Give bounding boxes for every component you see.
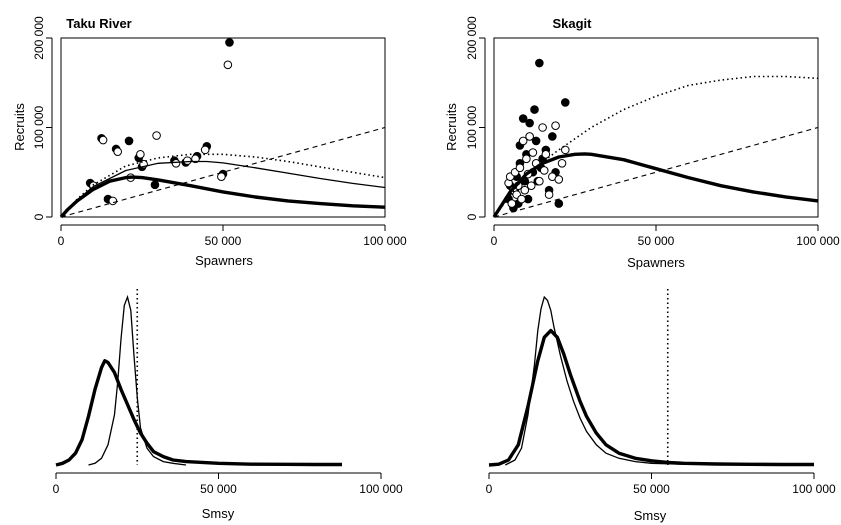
x-tick-label: 0: [491, 234, 498, 248]
dashed-line-curve: [493, 126, 819, 218]
open-data-point: [517, 194, 526, 204]
open-data-point: [538, 123, 547, 132]
y-tick-label: 0: [32, 213, 46, 220]
filled-data-point: [124, 136, 134, 146]
open-data-point: [539, 166, 549, 175]
ylabel-taku: Recruits: [12, 103, 27, 151]
filled-data-point: [150, 180, 160, 190]
x-tick-label: 50 000: [205, 234, 242, 248]
thick-line-curve: [59, 175, 386, 219]
open-data-point: [535, 176, 544, 186]
plot-frame: [493, 37, 819, 218]
open-data-point: [98, 135, 108, 145]
open-data-point: [518, 136, 528, 146]
open-data-point: [507, 199, 517, 208]
xlabel-skagit-density: Smsy: [634, 508, 667, 523]
x-tick-label: 0: [486, 482, 493, 496]
title-skagit: Skagit: [552, 16, 592, 31]
open-data-point: [551, 121, 560, 131]
plot-area-taku-density: 0 50 000 100 000: [53, 289, 403, 496]
filled-data-point: [535, 58, 544, 68]
open-data-point: [541, 150, 551, 159]
filled-data-point: [525, 118, 534, 128]
thin-line-curve: [88, 294, 187, 466]
filled-data-point: [531, 136, 541, 146]
open-data-point: [522, 154, 531, 164]
xlabel-skagit: Spawners: [627, 255, 685, 270]
thin-line-curve: [60, 160, 386, 218]
y-tick-label: 100 000: [32, 105, 46, 149]
x-tick-label: 50 000: [200, 482, 237, 496]
dotted-line-curve: [60, 153, 386, 218]
dashed-line-curve: [60, 126, 386, 218]
plot-frame: [60, 37, 386, 218]
y-tick-label: 200 000: [32, 16, 46, 60]
title-taku: Taku River: [66, 16, 132, 31]
panel-skagit-density: Smsy 0 50 000 100 000: [486, 289, 836, 523]
x-tick-label: 100 000: [363, 234, 407, 248]
open-data-point: [515, 163, 525, 173]
open-data-point: [223, 60, 233, 70]
x-tick-label: 50 000: [638, 234, 675, 248]
open-data-point: [183, 156, 192, 165]
x-tick-label: 0: [53, 482, 60, 496]
plot-area-skagit-scatter: 0 50 000 100 000 0 100 000 200 000: [465, 16, 840, 248]
filled-data-point: [548, 132, 557, 141]
xlabel-taku: Spawners: [195, 253, 253, 268]
open-data-point: [525, 132, 534, 141]
y-tick-label: 200 000: [465, 16, 479, 60]
x-tick-label: 0: [58, 234, 65, 248]
panel-skagit-scatter: Skagit Spawners Recruits 0 50 000 100 0000…: [444, 16, 840, 270]
panel-taku-scatter: Taku River Spawners Recruits 0 50 000 100 …: [12, 16, 407, 268]
filled-data-point: [518, 114, 528, 123]
panel-taku-density: Smsy 0 50 000 100 000: [53, 289, 403, 521]
filled-data-point: [560, 98, 570, 107]
x-tick-label: 50 000: [633, 482, 670, 496]
thin-line-curve: [505, 295, 815, 466]
plot-area-taku-scatter: 0 50 000 100 000 0 100 000 200 000: [32, 16, 407, 248]
filled-data-point: [530, 105, 539, 114]
open-data-point: [171, 159, 181, 168]
thick-line-curve: [488, 328, 814, 467]
open-data-point: [544, 190, 554, 199]
thick-line-curve: [492, 152, 819, 218]
plot-area-skagit-density: 0 50 000 100 000: [486, 289, 836, 496]
filled-data-point: [554, 199, 564, 208]
y-tick-label: 0: [465, 213, 479, 220]
open-data-point: [557, 159, 567, 168]
open-data-point: [528, 148, 538, 157]
open-data-point: [200, 145, 210, 155]
open-data-point: [526, 181, 536, 190]
open-data-point: [152, 131, 161, 140]
open-data-point: [108, 196, 118, 206]
open-data-point: [136, 150, 145, 159]
xlabel-taku-density: Smsy: [202, 506, 235, 521]
y-tick-label: 100 000: [465, 105, 479, 149]
open-data-point: [113, 147, 122, 156]
ylabel-skagit: Recruits: [444, 103, 459, 151]
dotted-line-curve: [493, 75, 819, 218]
filled-data-point: [225, 38, 234, 47]
open-data-point: [520, 185, 530, 195]
open-data-point: [554, 175, 564, 184]
x-tick-label: 100 000: [792, 482, 836, 496]
x-tick-label: 100 000: [359, 482, 403, 496]
open-data-point: [560, 145, 570, 155]
x-tick-label: 100 000: [796, 234, 840, 248]
thick-line-curve: [55, 359, 342, 467]
open-data-point: [217, 172, 226, 182]
